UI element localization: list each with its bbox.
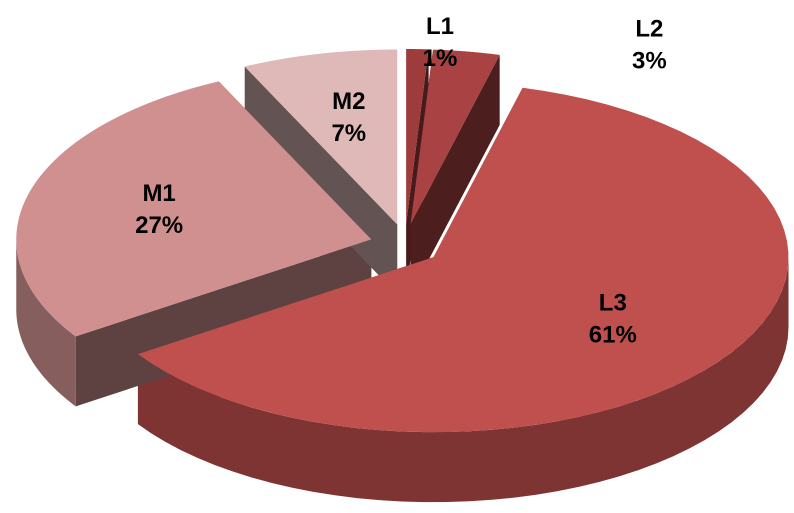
slice	[16, 81, 372, 337]
slice	[410, 49, 500, 225]
data-label-value: 3%	[632, 48, 667, 75]
slice-side	[16, 239, 76, 407]
slice-side	[75, 239, 372, 407]
data-label-value: 1%	[423, 45, 458, 72]
data-label-name: M2	[332, 88, 365, 115]
data-label-name: L2	[635, 16, 663, 43]
data-label-name: M1	[142, 180, 175, 207]
data-label-value: 61%	[589, 321, 637, 348]
data-label-name: L3	[599, 289, 627, 316]
pie-tops	[16, 49, 789, 433]
slice	[137, 87, 789, 433]
data-label-name: L1	[426, 13, 454, 40]
data-label-value: 7%	[331, 120, 366, 147]
slice	[406, 49, 429, 225]
slice-side	[410, 54, 500, 295]
slice-side	[137, 257, 789, 503]
data-label-value: 27%	[135, 212, 183, 239]
slice	[244, 49, 398, 225]
